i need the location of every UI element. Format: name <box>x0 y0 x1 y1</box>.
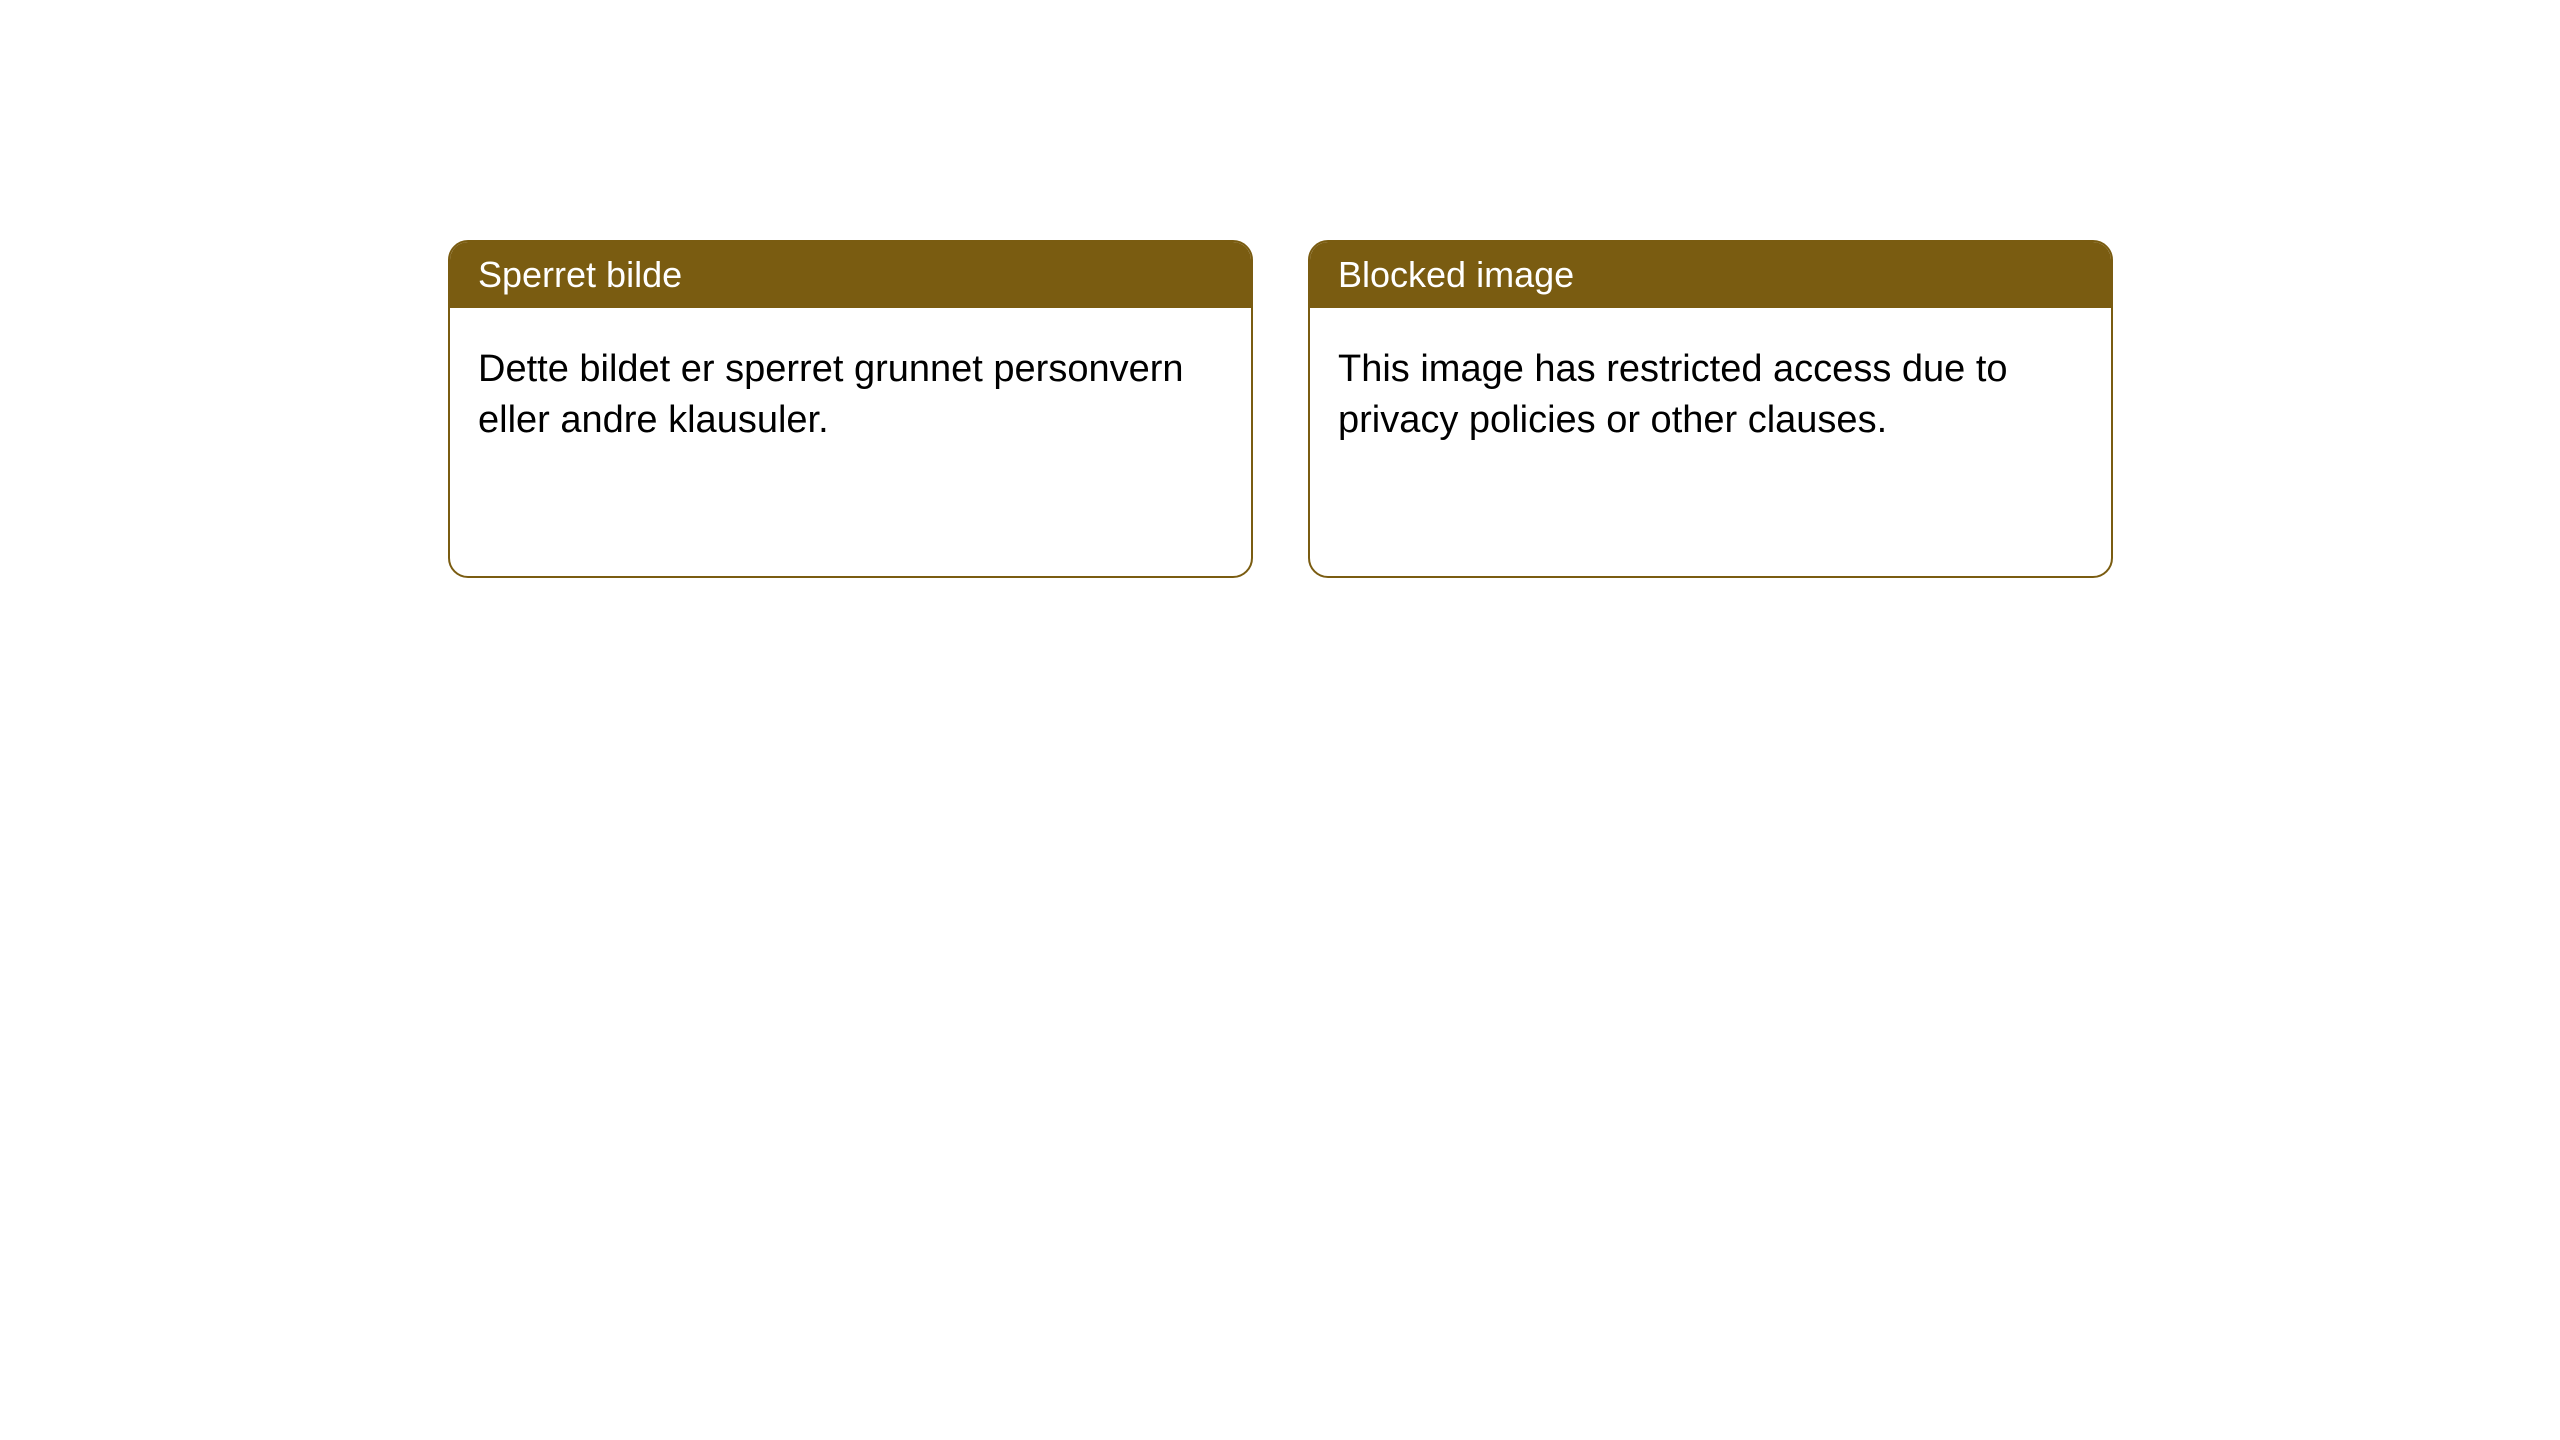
card-body-norwegian: Dette bildet er sperret grunnet personve… <box>450 308 1251 483</box>
card-header-english: Blocked image <box>1310 242 2111 308</box>
card-title-norwegian: Sperret bilde <box>478 254 682 295</box>
card-message-english: This image has restricted access due to … <box>1338 348 2008 441</box>
blocked-image-card-english: Blocked image This image has restricted … <box>1308 240 2113 578</box>
card-body-english: This image has restricted access due to … <box>1310 308 2111 483</box>
card-message-norwegian: Dette bildet er sperret grunnet personve… <box>478 348 1184 441</box>
blocked-image-card-norwegian: Sperret bilde Dette bildet er sperret gr… <box>448 240 1253 578</box>
notice-container: Sperret bilde Dette bildet er sperret gr… <box>0 0 2560 578</box>
card-title-english: Blocked image <box>1338 254 1574 295</box>
card-header-norwegian: Sperret bilde <box>450 242 1251 308</box>
